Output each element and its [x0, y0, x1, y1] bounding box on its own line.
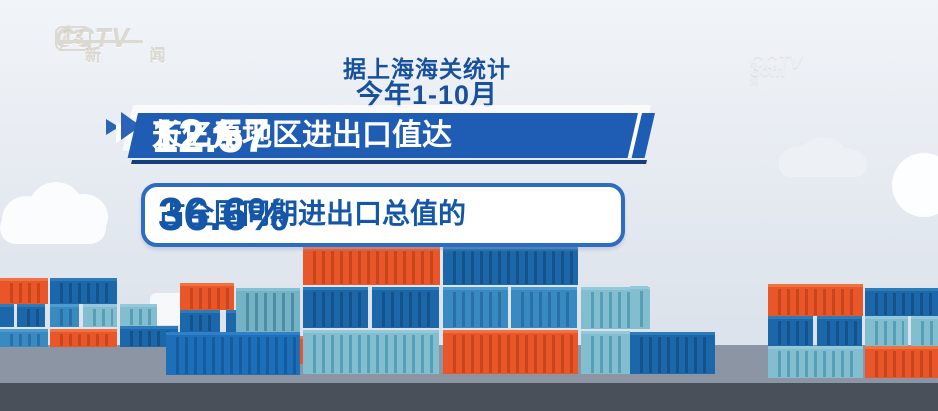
- watermark-brand-text: CCTV: [750, 51, 803, 72]
- container-ribs: [869, 351, 934, 377]
- container-ribs: [772, 289, 859, 315]
- logo-swoosh: [55, 40, 143, 43]
- container-ribs: [821, 321, 858, 345]
- container-ribs: [54, 283, 113, 303]
- cargo-container: [180, 310, 220, 332]
- container-ribs: [184, 315, 216, 331]
- cargo-container: [630, 332, 715, 374]
- stat-prefix-text: 占全国同期进出口总值的: [158, 198, 467, 229]
- cargo-container: [443, 287, 508, 328]
- cargo-container: [865, 346, 938, 378]
- cargo-container: [768, 284, 863, 316]
- cloud-puff: [925, 165, 938, 215]
- cargo-container: [180, 283, 234, 310]
- cloud-puff: [0, 212, 106, 244]
- headline-banner: 长三角地区进出口值达 12.57 万亿元: [127, 109, 655, 162]
- container-ribs: [54, 309, 75, 326]
- cargo-container: [298, 336, 304, 364]
- stat-value: 36.6%: [158, 188, 289, 240]
- cargo-container: [443, 330, 578, 374]
- cargo-container: [50, 329, 117, 347]
- source-line: 据上海海关统计: [343, 56, 511, 82]
- container-ribs: [124, 331, 174, 346]
- cloud-puff: [779, 154, 867, 177]
- cargo-container: [865, 316, 908, 346]
- container-ribs: [21, 309, 41, 326]
- cargo-container: [865, 288, 938, 316]
- cargo-container: [120, 326, 178, 347]
- container-ribs: [124, 309, 153, 325]
- channel-name-label: 新 闻: [85, 48, 188, 65]
- cargo-container: [630, 286, 648, 328]
- container-ribs: [869, 321, 904, 345]
- container-ribs: [4, 283, 44, 303]
- cargo-container: [443, 246, 578, 285]
- cargo-container: [303, 246, 440, 285]
- container-ribs: [772, 321, 809, 345]
- container-ribs: [4, 334, 44, 346]
- road-strip: [0, 383, 938, 411]
- container-ribs: [184, 288, 230, 309]
- cargo-container: [0, 304, 14, 327]
- container-ribs: [447, 292, 504, 327]
- container-ribs: [87, 309, 113, 326]
- banner-underline: [131, 160, 647, 164]
- cargo-container: [236, 288, 300, 332]
- cargo-container: [511, 287, 577, 328]
- container-ribs: [307, 251, 436, 284]
- cargo-container: [0, 278, 48, 304]
- cargo-container: [226, 310, 236, 332]
- cctv13-logo: CCTV 13 新 闻: [55, 25, 195, 94]
- container-ribs: [170, 337, 296, 374]
- cargo-container: [817, 316, 862, 346]
- container-ribs: [54, 334, 113, 346]
- container-ribs: [307, 292, 364, 327]
- stat-box: 占全国同期进出口总值的 36.6%: [141, 183, 625, 247]
- container-ribs: [915, 321, 934, 345]
- watermark-caption: 央视网: [750, 61, 760, 86]
- cargo-container: [768, 346, 863, 378]
- banner-unit-text: 万亿元: [152, 119, 242, 152]
- cargo-container: [120, 304, 157, 326]
- cargo-container: [83, 304, 117, 327]
- container-ribs: [585, 336, 626, 373]
- container-ribs: [634, 337, 711, 373]
- container-ribs: [240, 293, 296, 331]
- cargo-container: [581, 331, 630, 374]
- watermark-domain: com: [750, 61, 785, 80]
- cargo-container: [303, 330, 439, 374]
- container-ribs: [447, 335, 574, 373]
- container-ribs: [230, 315, 232, 331]
- cctv-com-watermark: CCTV 央视网 com: [748, 42, 920, 86]
- container-ribs: [4, 309, 10, 326]
- cargo-container: [0, 329, 48, 347]
- cargo-container: [166, 332, 300, 375]
- container-ribs: [307, 335, 435, 373]
- cargo-container: [50, 304, 79, 327]
- channel-number-badge: 13: [55, 25, 91, 51]
- cargo-container: [768, 316, 813, 346]
- container-ribs: [447, 251, 574, 284]
- cargo-container: [50, 278, 117, 304]
- container-ribs: [515, 292, 573, 327]
- container-ribs: [772, 351, 859, 377]
- container-ribs: [376, 292, 435, 327]
- container-ribs: [634, 291, 644, 327]
- cargo-container: [372, 287, 439, 328]
- cargo-container: [17, 304, 45, 327]
- cargo-container: [303, 287, 368, 328]
- container-ribs: [869, 293, 934, 315]
- cargo-container: [911, 316, 938, 346]
